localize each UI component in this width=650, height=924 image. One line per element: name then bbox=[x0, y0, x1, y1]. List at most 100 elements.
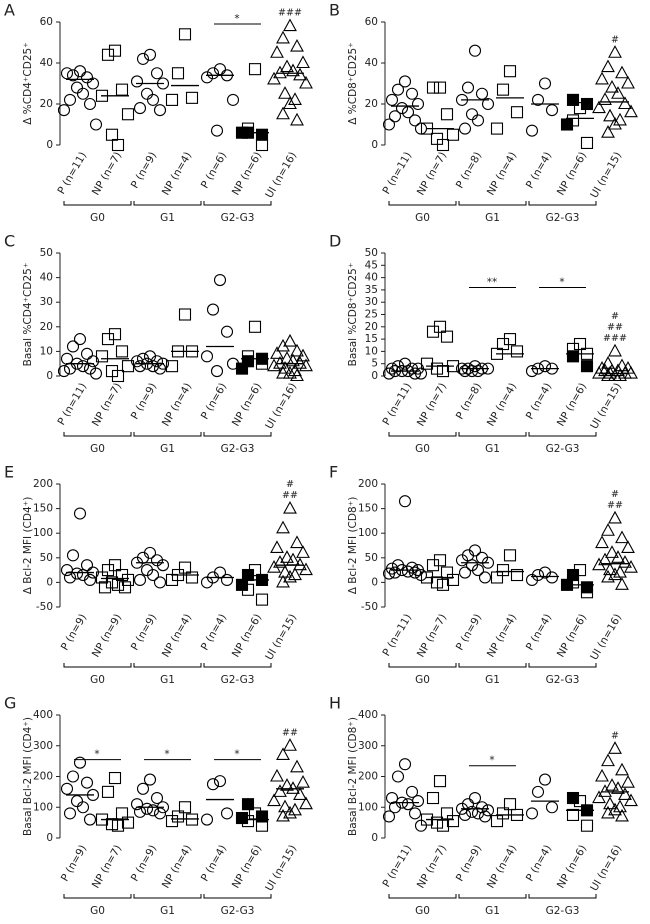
point bbox=[592, 365, 606, 379]
y-tick-label: 5 bbox=[371, 358, 378, 370]
point bbox=[458, 808, 472, 821]
point bbox=[408, 807, 422, 820]
point bbox=[111, 138, 125, 152]
x-tick-label: NP (n=7) bbox=[415, 381, 449, 428]
point bbox=[60, 564, 74, 577]
point bbox=[601, 59, 615, 73]
y-axis-label: Δ %CD4⁺CD25⁺ bbox=[22, 42, 34, 124]
point bbox=[226, 93, 240, 106]
point bbox=[288, 802, 302, 816]
x-tick-label: P (n=9) bbox=[129, 843, 159, 884]
point bbox=[408, 114, 422, 127]
x-tick-label: P (n=11) bbox=[380, 381, 414, 427]
point bbox=[290, 343, 304, 357]
point bbox=[566, 808, 580, 821]
point bbox=[603, 108, 617, 122]
significance-mark: # bbox=[611, 34, 619, 45]
point bbox=[276, 520, 290, 534]
x-tick-label: NP (n=6) bbox=[230, 381, 264, 428]
point bbox=[178, 28, 192, 41]
point bbox=[210, 124, 224, 137]
x-tick-label: P (n=4) bbox=[199, 843, 229, 884]
point bbox=[525, 124, 539, 137]
point bbox=[235, 578, 249, 591]
point bbox=[283, 96, 297, 110]
panel-letter: F bbox=[329, 463, 338, 482]
y-tick-label: 0 bbox=[46, 139, 53, 151]
point bbox=[611, 550, 625, 563]
point bbox=[66, 340, 80, 353]
point bbox=[618, 555, 632, 568]
point bbox=[267, 71, 281, 85]
x-tick-label: NP (n=7) bbox=[90, 381, 124, 428]
point bbox=[601, 805, 615, 819]
x-tick-label: NP (n=4) bbox=[160, 612, 194, 659]
point bbox=[290, 112, 304, 126]
point bbox=[200, 813, 214, 826]
point bbox=[471, 807, 485, 820]
x-tick-label: UI (n=16) bbox=[588, 612, 624, 662]
point bbox=[115, 345, 129, 358]
y-tick-label: 300 bbox=[358, 740, 378, 752]
y-tick-label: 20 bbox=[40, 98, 53, 110]
significance-mark: # bbox=[611, 311, 619, 322]
point bbox=[273, 65, 287, 79]
point bbox=[446, 815, 460, 828]
point bbox=[241, 798, 255, 811]
point bbox=[481, 97, 495, 111]
point bbox=[283, 805, 297, 819]
point bbox=[580, 819, 594, 832]
x-tick-label: P (n=6) bbox=[199, 150, 229, 191]
point bbox=[66, 549, 80, 562]
point bbox=[267, 559, 281, 573]
point bbox=[608, 510, 622, 524]
x-tick-label: P (n=9) bbox=[454, 612, 484, 653]
y-tick-label: 30 bbox=[40, 296, 53, 308]
x-tick-label: P (n=9) bbox=[129, 381, 159, 422]
x-tick-label: NP (n=4) bbox=[485, 612, 519, 659]
point bbox=[255, 128, 269, 141]
group-label: G0 bbox=[90, 212, 105, 224]
y-tick-label: 0 bbox=[46, 370, 53, 382]
point bbox=[101, 333, 115, 346]
point bbox=[395, 102, 409, 115]
point bbox=[220, 573, 234, 586]
group-bracket bbox=[133, 663, 202, 668]
panel-letter: B bbox=[329, 1, 340, 20]
point bbox=[185, 91, 199, 104]
point bbox=[299, 75, 313, 89]
point bbox=[273, 356, 287, 369]
point bbox=[278, 86, 292, 99]
point bbox=[276, 106, 290, 120]
point bbox=[601, 523, 615, 536]
point bbox=[111, 819, 125, 832]
point bbox=[290, 759, 304, 773]
point bbox=[95, 571, 109, 584]
point bbox=[560, 118, 574, 131]
x-tick-label: P (n=4) bbox=[524, 612, 554, 653]
x-tick-label: NP (n=7) bbox=[90, 843, 124, 890]
point bbox=[385, 791, 399, 805]
significance-mark: # bbox=[286, 479, 294, 490]
point bbox=[133, 805, 147, 818]
x-tick-label: UI (n=16) bbox=[263, 381, 299, 431]
point bbox=[624, 104, 638, 118]
point bbox=[280, 59, 294, 73]
point bbox=[436, 578, 450, 591]
point bbox=[153, 576, 167, 589]
group-bracket bbox=[528, 663, 597, 668]
point bbox=[108, 771, 122, 785]
group-bracket bbox=[528, 201, 597, 206]
significance-label: ** bbox=[487, 276, 498, 288]
point bbox=[461, 81, 475, 94]
point bbox=[235, 362, 249, 375]
point bbox=[618, 96, 632, 110]
point bbox=[86, 77, 100, 90]
point bbox=[613, 799, 627, 813]
group-label: G2-G3 bbox=[221, 674, 255, 686]
y-tick-label: 100 bbox=[33, 801, 53, 813]
x-tick-label: UI (n=15) bbox=[588, 150, 624, 200]
point bbox=[598, 552, 612, 566]
point bbox=[288, 92, 302, 105]
x-tick-label: P (n=9) bbox=[454, 843, 484, 884]
